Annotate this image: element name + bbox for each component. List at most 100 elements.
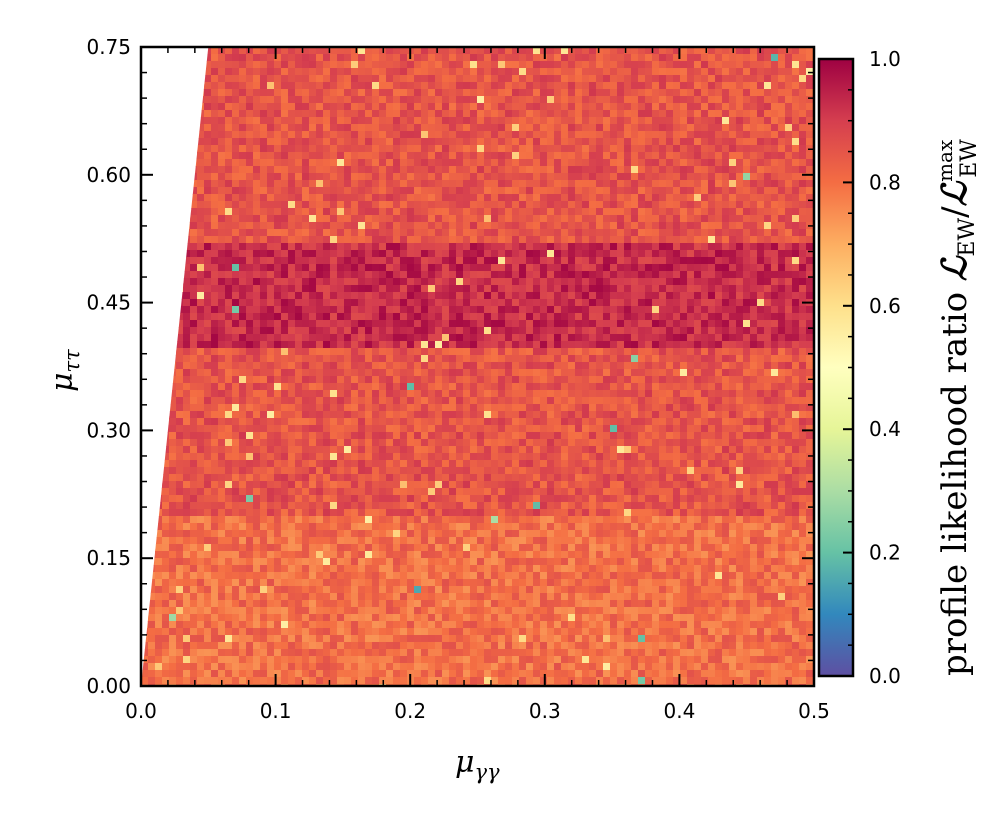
heatmap-cell: [435, 187, 443, 195]
heatmap-cell: [211, 96, 219, 104]
heatmap-cell: [225, 68, 233, 76]
heatmap-cell: [449, 348, 457, 356]
heatmap-cell: [246, 299, 254, 307]
heatmap-cell: [295, 215, 303, 223]
heatmap-cell: [792, 257, 800, 265]
heatmap-cell: [722, 47, 730, 55]
heatmap-cell: [764, 257, 772, 265]
heatmap-cell: [267, 68, 275, 76]
heatmap-cell: [470, 194, 478, 202]
heatmap-cell: [750, 180, 758, 188]
heatmap-cell: [785, 313, 793, 321]
heatmap-cell: [722, 341, 730, 349]
heatmap-cell: [246, 306, 254, 314]
heatmap-cell: [806, 313, 814, 321]
heatmap-cell: [498, 390, 506, 398]
heatmap-cell: [596, 278, 604, 286]
heatmap-cell: [211, 61, 219, 69]
heatmap-cell: [470, 75, 478, 83]
heatmap-cell: [281, 348, 289, 356]
heatmap-cell: [449, 173, 457, 181]
heatmap-cell: [302, 250, 310, 258]
heatmap-cell: [694, 390, 702, 398]
heatmap-cell: [575, 75, 583, 83]
heatmap-cell: [183, 369, 191, 377]
heatmap-cell: [792, 131, 800, 139]
heatmap-cell: [526, 355, 534, 363]
heatmap-cell: [414, 404, 422, 412]
heatmap-cell: [792, 348, 800, 356]
heatmap-cell: [505, 292, 513, 300]
heatmap-cell: [708, 222, 716, 230]
heatmap-cell: [673, 131, 681, 139]
heatmap-cell: [547, 313, 555, 321]
heatmap-cell: [617, 61, 625, 69]
heatmap-cell: [337, 173, 345, 181]
heatmap-cell: [484, 229, 492, 237]
heatmap-cell: [491, 194, 499, 202]
heatmap-cell: [792, 103, 800, 111]
heatmap-cell: [519, 166, 527, 174]
heatmap-cell: [435, 285, 443, 293]
heatmap-cell: [351, 383, 359, 391]
heatmap-cell: [449, 292, 457, 300]
heatmap-cell: [323, 236, 331, 244]
heatmap-cell: [792, 166, 800, 174]
heatmap-cell: [512, 299, 520, 307]
heatmap-cell: [596, 299, 604, 307]
heatmap-cell: [547, 278, 555, 286]
heatmap-cell: [463, 138, 471, 146]
heatmap-cell: [575, 61, 583, 69]
heatmap-cell: [785, 390, 793, 398]
heatmap-cell: [386, 159, 394, 167]
heatmap-cell: [288, 327, 296, 335]
heatmap-cell: [652, 264, 660, 272]
heatmap-cell: [435, 383, 443, 391]
heatmap-cell: [316, 124, 324, 132]
heatmap-cell: [736, 292, 744, 300]
heatmap-cell: [799, 278, 807, 286]
heatmap-cell: [295, 376, 303, 384]
heatmap-cell: [533, 257, 541, 265]
heatmap-cell: [267, 271, 275, 279]
heatmap-cell: [288, 271, 296, 279]
heatmap-cell: [526, 390, 534, 398]
heatmap-cell: [631, 341, 639, 349]
heatmap-cell: [652, 383, 660, 391]
heatmap-cell: [645, 257, 653, 265]
heatmap-cell: [337, 299, 345, 307]
heatmap-cell: [435, 278, 443, 286]
heatmap-cell: [603, 243, 611, 251]
heatmap-cell: [358, 222, 366, 230]
heatmap-cell: [260, 215, 268, 223]
heatmap-cell: [757, 264, 765, 272]
heatmap-cell: [547, 397, 555, 405]
heatmap-cell: [673, 110, 681, 118]
heatmap-cell: [267, 278, 275, 286]
heatmap-cell: [722, 82, 730, 90]
heatmap-cell: [526, 257, 534, 265]
heatmap-cell: [743, 152, 751, 160]
heatmap-cell: [442, 236, 450, 244]
heatmap-cell: [253, 75, 261, 83]
heatmap-cell: [225, 299, 233, 307]
heatmap-cell: [477, 103, 485, 111]
heatmap-cell: [526, 334, 534, 342]
heatmap-cell: [554, 271, 562, 279]
heatmap-cell: [792, 369, 800, 377]
heatmap-cell: [540, 138, 548, 146]
heatmap-cell: [596, 173, 604, 181]
heatmap-cell: [687, 327, 695, 335]
heatmap-cell: [554, 229, 562, 237]
heatmap-cell: [736, 180, 744, 188]
heatmap-cell: [365, 313, 373, 321]
heatmap-cell: [722, 222, 730, 230]
heatmap-cell: [512, 306, 520, 314]
heatmap-cell: [379, 166, 387, 174]
heatmap-cell: [309, 278, 317, 286]
heatmap-cell: [715, 299, 723, 307]
heatmap-cell: [274, 96, 282, 104]
heatmap-cell: [743, 278, 751, 286]
heatmap-cell: [274, 320, 282, 328]
heatmap-cell: [778, 166, 786, 174]
